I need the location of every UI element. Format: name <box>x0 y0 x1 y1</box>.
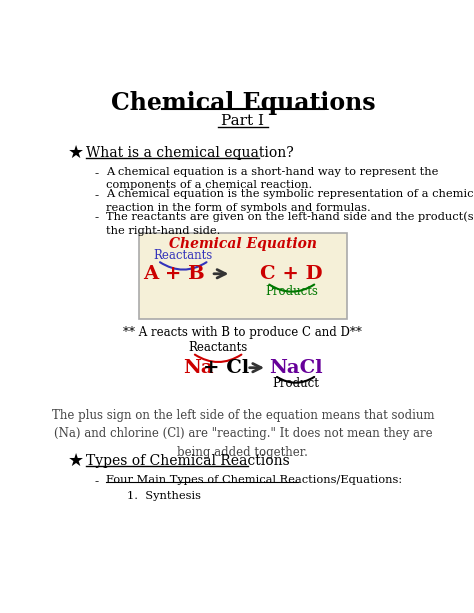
Text: A + B: A + B <box>143 265 205 283</box>
Text: The reactants are given on the left-hand side and the product(s) on
the right-ha: The reactants are given on the left-hand… <box>106 211 474 235</box>
Text: A chemical equation is the symbolic representation of a chemical
reaction in the: A chemical equation is the symbolic repr… <box>106 189 474 213</box>
Text: Reactants: Reactants <box>154 249 213 262</box>
Text: Na: Na <box>183 359 214 377</box>
Text: -: - <box>94 189 99 202</box>
FancyBboxPatch shape <box>139 233 347 319</box>
Text: Part I: Part I <box>221 114 264 128</box>
Text: Types of Chemical Reactions: Types of Chemical Reactions <box>86 454 290 468</box>
Text: C + D: C + D <box>260 265 323 283</box>
Text: 1.  Synthesis: 1. Synthesis <box>128 491 201 501</box>
Text: Reactants: Reactants <box>189 341 248 354</box>
Text: Four Main Types of Chemical Reactions/Equations:: Four Main Types of Chemical Reactions/Eq… <box>106 474 402 485</box>
Text: The plus sign on the left side of the equation means that sodium
(Na) and chlori: The plus sign on the left side of the eq… <box>52 408 434 459</box>
Text: Products: Products <box>265 285 318 298</box>
Text: -: - <box>94 167 99 180</box>
Text: What is a chemical equation?: What is a chemical equation? <box>86 146 294 160</box>
Text: -: - <box>94 474 99 488</box>
Text: + Cl: + Cl <box>203 359 249 377</box>
Text: ★: ★ <box>68 144 84 162</box>
Text: Chemical Equation: Chemical Equation <box>169 237 317 251</box>
Text: A chemical equation is a short-hand way to represent the
components of a chemica: A chemical equation is a short-hand way … <box>106 167 438 190</box>
Text: ** A reacts with B to produce C and D**: ** A reacts with B to produce C and D** <box>124 326 362 339</box>
Text: -: - <box>94 211 99 224</box>
Text: Product: Product <box>272 378 319 390</box>
Text: Chemical Equations: Chemical Equations <box>110 91 375 115</box>
Text: NaCl: NaCl <box>269 359 322 377</box>
Text: ★: ★ <box>68 452 84 470</box>
